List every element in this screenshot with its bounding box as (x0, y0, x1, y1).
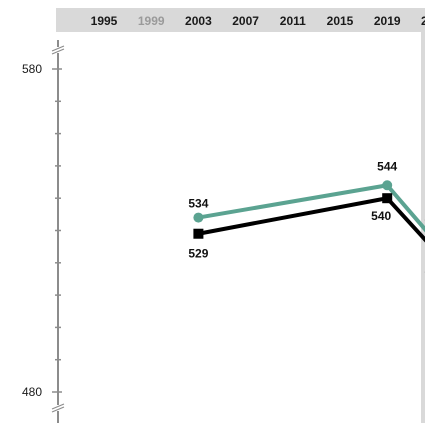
x-label-2007: 2007 (232, 14, 259, 28)
x-label-2011: 2011 (280, 14, 306, 28)
series-0 (193, 180, 425, 233)
series-layer: 534544527529540524 (188, 159, 425, 277)
y-axis: 580 480 (22, 40, 65, 423)
x-label-2015: 2015 (327, 14, 354, 28)
data-label-0-2019: 544 (377, 159, 397, 173)
series-1 (193, 193, 425, 243)
y-tick-label-480: 480 (22, 385, 42, 399)
x-label-1999: 1999 (138, 14, 165, 28)
x-label-2003: 2003 (185, 14, 212, 28)
series-1-point-2019 (382, 193, 393, 204)
y-tick-label-580: 580 (22, 62, 42, 76)
x-axis-year-labels: 1995 1999 2003 2007 2011 2015 2019 2023 (91, 14, 425, 28)
x-label-2019: 2019 (374, 14, 401, 28)
data-label-0-2003: 534 (188, 197, 208, 211)
data-label-1-2019: 540 (371, 209, 391, 223)
series-1-point-2003 (193, 228, 204, 239)
series-1-line (198, 196, 425, 243)
y-axis-break-top (51, 45, 65, 55)
series-0-point-2003 (193, 212, 204, 223)
data-label-1-2003: 529 (188, 247, 208, 261)
series-0-point-2019 (382, 180, 393, 191)
x-label-2023: 2023 (421, 14, 425, 28)
y-axis-break-bottom (51, 403, 65, 413)
x-label-1995: 1995 (91, 14, 118, 28)
year-header-bar (56, 8, 425, 32)
